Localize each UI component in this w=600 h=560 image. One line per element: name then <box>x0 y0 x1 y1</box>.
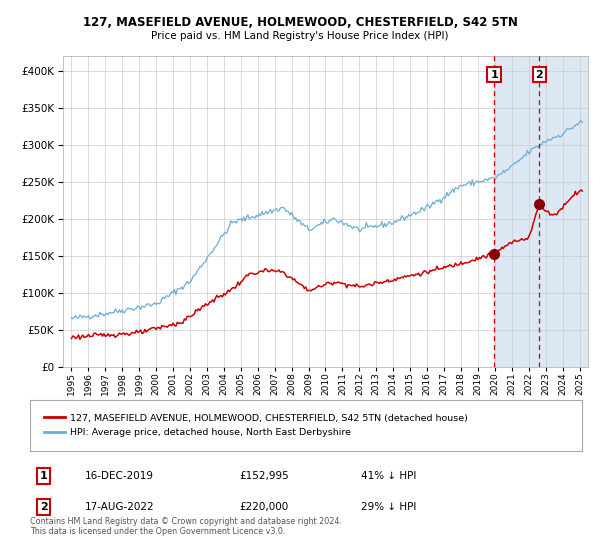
Text: 2: 2 <box>40 502 47 512</box>
Text: 2: 2 <box>535 69 543 80</box>
Bar <box>494 56 588 367</box>
Text: 1: 1 <box>40 471 47 481</box>
Text: 29% ↓ HPI: 29% ↓ HPI <box>361 502 416 512</box>
Text: Price paid vs. HM Land Registry's House Price Index (HPI): Price paid vs. HM Land Registry's House … <box>151 31 449 41</box>
Legend: 127, MASEFIELD AVENUE, HOLMEWOOD, CHESTERFIELD, S42 5TN (detached house), HPI: A: 127, MASEFIELD AVENUE, HOLMEWOOD, CHESTE… <box>40 410 471 441</box>
Text: 41% ↓ HPI: 41% ↓ HPI <box>361 471 416 481</box>
Text: Contains HM Land Registry data © Crown copyright and database right 2024.
This d: Contains HM Land Registry data © Crown c… <box>30 516 342 536</box>
Text: £220,000: £220,000 <box>240 502 289 512</box>
Text: 16-DEC-2019: 16-DEC-2019 <box>85 471 154 481</box>
Text: 17-AUG-2022: 17-AUG-2022 <box>85 502 155 512</box>
Text: £152,995: £152,995 <box>240 471 290 481</box>
Text: 1: 1 <box>490 69 498 80</box>
Text: 127, MASEFIELD AVENUE, HOLMEWOOD, CHESTERFIELD, S42 5TN: 127, MASEFIELD AVENUE, HOLMEWOOD, CHESTE… <box>83 16 517 29</box>
